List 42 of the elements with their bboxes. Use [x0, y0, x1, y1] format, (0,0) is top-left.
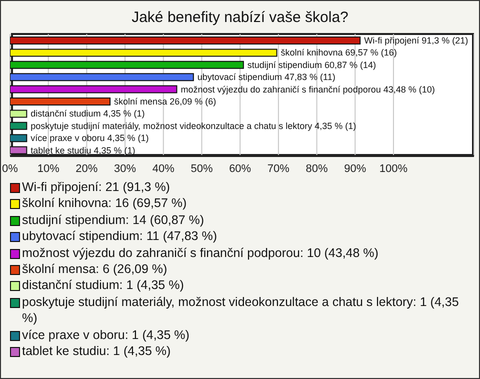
text: možnost výjezdu do zahraničí s finanční podporou: 10 (43,48 %)	[22, 244, 378, 262]
chart-title: Jaké benefity nabízí vaše škola?	[130, 9, 350, 26]
data-label: ubytovací stipendium 47,83 % (11)	[197, 72, 336, 82]
bar	[10, 48, 278, 57]
data-label: více praxe v oboru 4,35 % (1)	[30, 133, 149, 144]
bar	[10, 98, 111, 106]
x-tick-label: 10%	[37, 162, 60, 175]
x-tick-label: 90%	[344, 162, 366, 175]
x-tick-label: 80%	[306, 162, 328, 175]
bar	[10, 146, 28, 154]
data-label: školní knihovna 69,57 % (16)	[280, 48, 397, 58]
data-label: tablet ke studiu 4,35 % (1)	[30, 145, 136, 156]
data-label: distanční studium 4,35 % (1)	[30, 108, 145, 119]
text: Wi-fi připojení: 21 (91,3 %)	[22, 179, 170, 196]
data-label: Wi-fi připojení 91,3 % (21)	[364, 36, 468, 46]
x-tick-label: 20%	[76, 162, 98, 175]
bar	[10, 134, 28, 142]
data-label: možnost výjezdu do zahraničí s finanční podporou 43,48 % (10)	[180, 84, 435, 94]
data-label: školní mensa 26,09 % (6)	[114, 96, 216, 106]
bar	[10, 110, 28, 118]
text: poskytuje studijní materiály, možnost videokonzultace a chatu s lektory: 1 (4,35 %)	[22, 294, 460, 327]
data-label: studijní stipendium 60,87 % (14)	[247, 60, 376, 70]
text: studijní stipendium: 14 (60,87 %)	[22, 212, 204, 228]
bar	[10, 36, 361, 44]
x-tick-label: 60%	[229, 162, 252, 175]
text: ubytovací stipendium: 11 (47,83 %)	[22, 228, 218, 245]
data-label: poskytuje studijní materiály, možnost videokonzultace a chatu s lektory 4,35 % (1)	[30, 120, 356, 131]
bar	[10, 122, 28, 130]
bar	[10, 60, 244, 69]
x-tick-label: 70%	[267, 162, 290, 175]
text: tablet ke studiu: 1 (4,35 %)	[22, 343, 171, 360]
x-tick-label: 0%	[2, 162, 18, 175]
x-tick-label: 30%	[114, 162, 136, 175]
x-tick-label: 40%	[152, 162, 175, 175]
bar	[10, 85, 178, 94]
text: více praxe v oboru: 1 (4,35 %)	[22, 326, 190, 344]
x-tick-label: 50%	[190, 162, 213, 175]
text: distanční studium: 1 (4,35 %)	[22, 277, 184, 294]
bar	[10, 73, 194, 82]
x-tick-label: 100%	[379, 162, 408, 175]
text: školní knihovna: 16 (69,57 %)	[22, 195, 187, 212]
text: školní mensa: 6 (26,09 %)	[22, 261, 168, 278]
